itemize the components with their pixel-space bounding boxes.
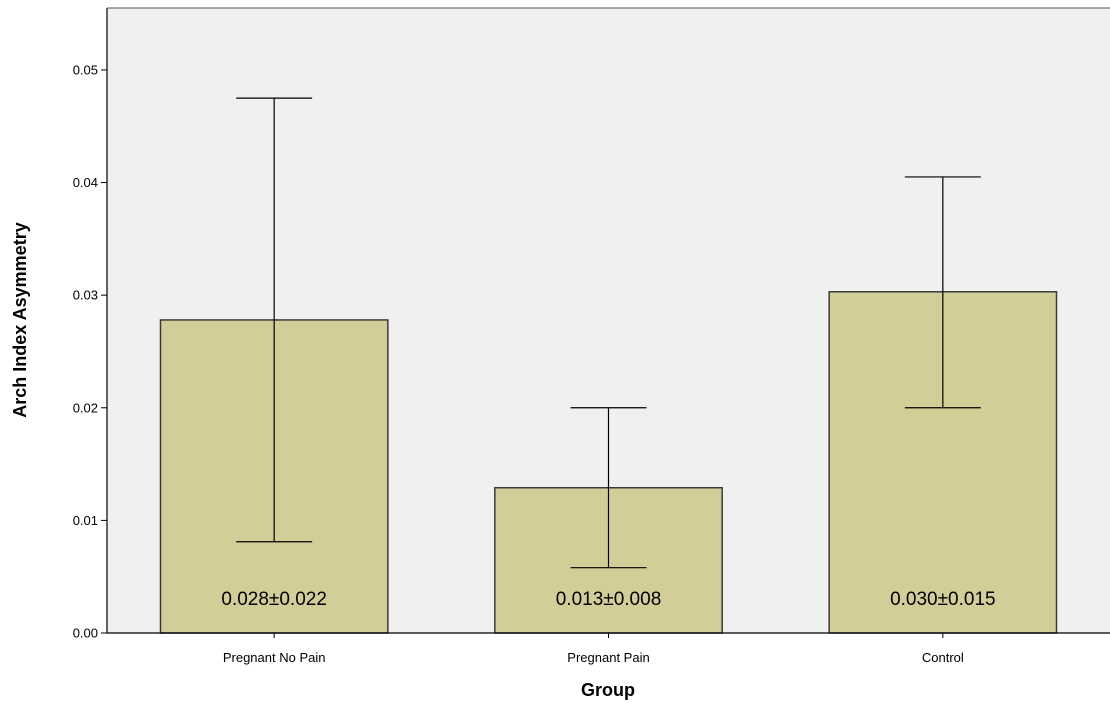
- y-tick-label: 0.00: [73, 626, 98, 641]
- x-axis-title: Group: [581, 680, 635, 700]
- y-tick-label: 0.02: [73, 400, 98, 415]
- x-tick-label: Control: [922, 650, 964, 665]
- x-tick-label: Pregnant No Pain: [223, 650, 326, 665]
- data-label: 0.030±0.015: [890, 589, 996, 610]
- y-tick-label: 0.04: [73, 175, 98, 190]
- y-ticks-group: 0.00 0.01 0.02 0.03 0.04 0.05: [73, 62, 107, 641]
- y-tick-label: 0.01: [73, 513, 98, 528]
- y-tick-label: 0.05: [73, 62, 98, 77]
- y-axis-title: Arch Index Asymmetry: [10, 222, 30, 417]
- data-labels-group: 0.028±0.022 0.013±0.008 0.030±0.015: [221, 589, 995, 610]
- x-tick-label: Pregnant Pain: [567, 650, 649, 665]
- data-label: 0.013±0.008: [556, 589, 662, 610]
- y-tick-label: 0.03: [73, 288, 98, 303]
- x-categories-group: Pregnant No Pain Pregnant Pain Control: [223, 633, 964, 665]
- data-label: 0.028±0.022: [221, 589, 327, 610]
- error-bars-group: [236, 97, 981, 569]
